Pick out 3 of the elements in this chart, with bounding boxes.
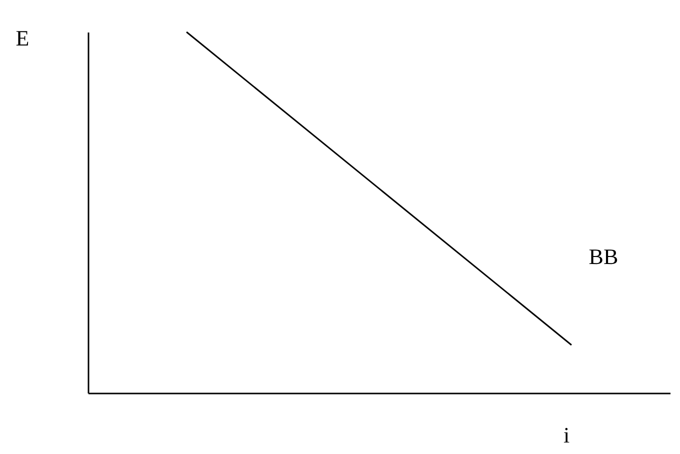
text: BB (588, 244, 618, 269)
x-axis-title: i (563, 422, 570, 448)
y-axis-title: E (16, 26, 30, 50)
